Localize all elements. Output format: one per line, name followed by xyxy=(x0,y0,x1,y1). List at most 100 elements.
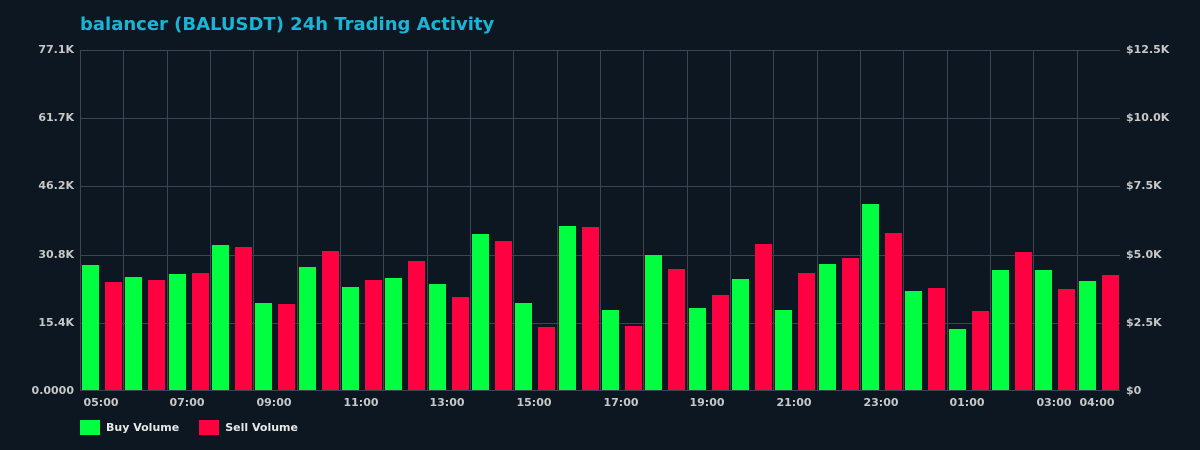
buy-bar[interactable] xyxy=(82,264,99,390)
y-tick-left: 77.1K xyxy=(38,43,74,56)
buy-bar[interactable] xyxy=(732,279,749,390)
buy-bar[interactable] xyxy=(1078,281,1096,390)
sell-bar[interactable] xyxy=(798,272,816,390)
v-gridline xyxy=(990,50,991,390)
sell-bar[interactable] xyxy=(668,268,686,390)
legend-item-sell[interactable]: Sell Volume xyxy=(199,420,298,435)
sell-bar[interactable] xyxy=(841,258,859,390)
buy-bar[interactable] xyxy=(905,290,923,390)
v-gridline xyxy=(470,50,471,390)
x-tick: 04:00 xyxy=(1079,396,1115,409)
y-tick-right: $5.0K xyxy=(1126,247,1162,261)
sell-bar[interactable] xyxy=(191,272,209,390)
x-tick: 17:00 xyxy=(603,396,639,409)
v-gridline xyxy=(686,50,688,390)
buy-bar[interactable] xyxy=(818,263,836,390)
buy-bar[interactable] xyxy=(645,255,663,390)
plot-area xyxy=(80,50,1120,391)
v-gridline xyxy=(556,50,558,390)
v-gridline xyxy=(210,50,211,390)
buy-bar[interactable] xyxy=(385,278,403,390)
buy-bar[interactable] xyxy=(342,286,359,390)
x-tick: 13:00 xyxy=(429,396,465,409)
v-gridline xyxy=(600,50,601,390)
buy-bar[interactable] xyxy=(602,309,619,390)
v-gridline xyxy=(773,50,775,390)
sell-bar[interactable] xyxy=(581,226,599,390)
sell-bar[interactable] xyxy=(538,327,556,390)
v-gridline xyxy=(1033,50,1035,390)
x-tick: 05:00 xyxy=(83,396,119,409)
y-tick-left: 46.2K xyxy=(38,179,74,193)
y-tick-right: $12.5K xyxy=(1126,43,1170,56)
x-tick: 23:00 xyxy=(863,396,899,409)
v-gridline xyxy=(340,50,341,390)
sell-bar[interactable] xyxy=(321,251,339,390)
buy-bar[interactable] xyxy=(472,233,489,390)
sell-bar[interactable] xyxy=(408,260,426,390)
y-tick-right: $0 xyxy=(1126,384,1142,397)
x-tick: 19:00 xyxy=(689,396,725,409)
buy-bar[interactable] xyxy=(688,308,706,390)
x-tick: 01:00 xyxy=(949,396,985,409)
buy-bar[interactable] xyxy=(558,225,576,390)
chart-title: balancer (BALUSDT) 24h Trading Activity xyxy=(80,14,495,35)
buy-bar[interactable] xyxy=(515,302,533,390)
y-tick-left: 61.7K xyxy=(38,111,74,125)
v-gridline xyxy=(816,50,818,390)
sell-bar[interactable] xyxy=(235,247,252,390)
legend: Buy Volume Sell Volume xyxy=(80,420,298,435)
legend-label-sell: Sell Volume xyxy=(225,421,298,434)
buy-bar[interactable] xyxy=(1035,270,1053,390)
sell-bar[interactable] xyxy=(928,287,946,390)
buy-bar[interactable] xyxy=(168,274,186,390)
v-gridline xyxy=(903,50,905,390)
y-tick-left: 0.0000 xyxy=(31,384,74,397)
v-gridline xyxy=(123,50,125,390)
v-gridline xyxy=(1076,50,1078,390)
buy-swatch xyxy=(80,420,100,435)
sell-bar[interactable] xyxy=(365,279,382,390)
y-tick-left: 30.8K xyxy=(38,247,74,261)
v-gridline xyxy=(296,50,298,390)
v-gridline xyxy=(513,50,515,390)
sell-bar[interactable] xyxy=(1101,275,1119,390)
buy-bar[interactable] xyxy=(212,244,229,390)
sell-bar[interactable] xyxy=(885,233,902,390)
sell-bar[interactable] xyxy=(278,304,296,390)
v-gridline xyxy=(860,50,861,390)
x-tick: 07:00 xyxy=(169,396,205,409)
sell-bar[interactable] xyxy=(1015,252,1032,390)
buy-bar[interactable] xyxy=(948,328,966,390)
sell-bar[interactable] xyxy=(148,279,166,390)
y-tick-right: $2.5K xyxy=(1126,315,1162,329)
sell-bar[interactable] xyxy=(105,282,122,390)
sell-swatch xyxy=(199,420,220,435)
v-gridline xyxy=(643,50,645,390)
legend-label-buy: Buy Volume xyxy=(106,421,180,434)
buy-bar[interactable] xyxy=(428,283,446,390)
buy-bar[interactable] xyxy=(298,267,316,390)
legend-item-buy[interactable]: Buy Volume xyxy=(80,420,179,435)
v-gridline xyxy=(383,50,385,390)
buy-bar[interactable] xyxy=(862,203,879,390)
x-tick: 15:00 xyxy=(516,396,552,409)
sell-bar[interactable] xyxy=(711,294,729,390)
sell-bar[interactable] xyxy=(1058,289,1076,390)
buy-bar[interactable] xyxy=(992,270,1009,390)
x-tick: 11:00 xyxy=(343,396,379,409)
v-gridline xyxy=(253,50,255,390)
sell-bar[interactable] xyxy=(495,240,512,390)
buy-bar[interactable] xyxy=(125,277,143,390)
x-tick: 21:00 xyxy=(776,396,812,409)
sell-bar[interactable] xyxy=(451,297,469,390)
sell-bar[interactable] xyxy=(971,310,989,390)
buy-bar[interactable] xyxy=(775,309,793,390)
y-tick-left: 15.4K xyxy=(38,315,74,329)
sell-bar[interactable] xyxy=(755,244,772,390)
buy-bar[interactable] xyxy=(255,302,273,390)
v-gridline xyxy=(730,50,731,390)
v-gridline xyxy=(166,50,168,390)
sell-bar[interactable] xyxy=(625,325,642,390)
y-tick-right: $10.0K xyxy=(1126,111,1170,125)
